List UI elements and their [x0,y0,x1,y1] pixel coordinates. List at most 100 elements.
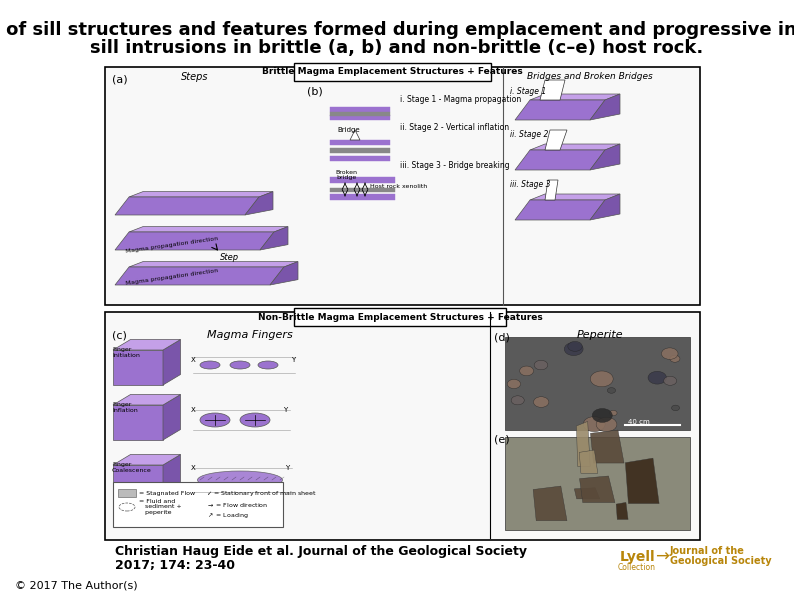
Polygon shape [616,502,628,519]
Ellipse shape [565,343,583,356]
Text: (d): (d) [494,333,510,343]
Text: Overview of sill structures and features formed during emplacement and progressi: Overview of sill structures and features… [0,21,794,39]
FancyBboxPatch shape [294,63,491,81]
Ellipse shape [670,355,680,362]
Ellipse shape [591,371,613,387]
Text: $\rightarrow$ = Flow direction: $\rightarrow$ = Flow direction [206,501,268,509]
Bar [330,148,390,153]
Polygon shape [113,394,180,405]
Polygon shape [533,486,567,521]
Polygon shape [115,267,284,285]
Ellipse shape [230,361,250,369]
Text: i. Stage 1 - Magma propagation: i. Stage 1 - Magma propagation [400,96,521,105]
Ellipse shape [519,366,534,375]
Polygon shape [260,227,288,250]
Bar [505,437,690,530]
Bar [330,188,395,192]
Ellipse shape [648,371,666,384]
Polygon shape [115,197,259,215]
Polygon shape [113,340,180,350]
Ellipse shape [240,413,270,427]
Text: ii. Stage 2: ii. Stage 2 [510,130,549,139]
Polygon shape [530,194,620,200]
Polygon shape [580,450,598,473]
Text: X: X [191,357,195,363]
Polygon shape [515,200,605,220]
Text: Collection: Collection [618,562,656,572]
Text: Peperite: Peperite [576,330,623,340]
Text: $\checkmark$ = Stationary front of main sheet: $\checkmark$ = Stationary front of main … [206,488,317,497]
Ellipse shape [596,417,617,431]
Text: X: X [191,407,195,413]
Polygon shape [129,192,273,197]
Polygon shape [270,262,298,285]
Bar [330,156,390,161]
Polygon shape [163,455,180,500]
Ellipse shape [200,413,230,427]
Polygon shape [530,144,620,150]
Ellipse shape [511,396,524,405]
Text: Host rock xenolith: Host rock xenolith [370,184,427,189]
Ellipse shape [664,376,676,386]
Polygon shape [515,150,605,170]
Text: →: → [655,548,669,566]
Polygon shape [545,130,567,150]
Ellipse shape [672,405,680,411]
Text: Y: Y [291,357,295,363]
Text: $\nearrow$ = Loading: $\nearrow$ = Loading [206,511,249,519]
Text: Finger
Initiation: Finger Initiation [112,347,140,358]
Text: (e): (e) [494,435,510,445]
Polygon shape [113,350,163,385]
Ellipse shape [534,397,549,408]
Ellipse shape [507,380,521,389]
Ellipse shape [198,471,283,489]
Text: Geological Society: Geological Society [670,556,772,566]
Bar [330,140,390,145]
Text: Step: Step [220,252,239,261]
Text: ii. Stage 2 - Vertical inflation: ii. Stage 2 - Vertical inflation [400,123,509,131]
Ellipse shape [661,348,678,359]
Text: (a): (a) [112,75,128,85]
Polygon shape [245,192,273,215]
Polygon shape [545,180,558,200]
Polygon shape [129,227,288,232]
Polygon shape [113,465,163,500]
Text: Christian Haug Eide et al. Journal of the Geological Society: Christian Haug Eide et al. Journal of th… [115,546,527,559]
Polygon shape [163,394,180,440]
Ellipse shape [584,416,605,432]
Bar [105,312,700,540]
Polygon shape [574,488,599,499]
Ellipse shape [610,411,617,416]
Ellipse shape [568,342,582,352]
Bar [118,489,136,497]
Text: Broken
bridge: Broken bridge [335,170,357,180]
Polygon shape [626,458,659,503]
Text: Magma propagation direction: Magma propagation direction [125,236,218,254]
Text: i. Stage 1: i. Stage 1 [510,87,546,96]
Text: iii. Stage 3: iii. Stage 3 [510,180,550,189]
Text: Bridges and Broken Bridges: Bridges and Broken Bridges [527,72,653,81]
Polygon shape [515,100,605,120]
Polygon shape [590,144,620,170]
Ellipse shape [258,361,278,369]
Text: sill intrusions in brittle (a, b) and non-brittle (c–e) host rock.: sill intrusions in brittle (a, b) and no… [91,39,703,57]
Text: 40 cm: 40 cm [628,419,650,425]
Polygon shape [350,130,360,140]
Polygon shape [590,94,620,120]
Text: Non-Brittle Magma Emplacement Structures + Features: Non-Brittle Magma Emplacement Structures… [257,312,542,321]
Ellipse shape [607,387,615,393]
Polygon shape [113,405,163,440]
Text: Magma propagation direction: Magma propagation direction [125,268,218,286]
FancyBboxPatch shape [294,308,506,326]
Bar [330,112,390,116]
Bar [330,107,390,112]
Bar [105,67,700,305]
Bar [330,177,395,183]
Text: Y: Y [285,465,289,471]
Polygon shape [591,430,624,463]
Text: iii. Stage 3 - Bridge breaking: iii. Stage 3 - Bridge breaking [400,161,510,170]
Text: = Fluid and
   sediment +
   peperite: = Fluid and sediment + peperite [139,499,182,515]
Text: (b): (b) [307,87,322,97]
Text: 2017; 174: 23-40: 2017; 174: 23-40 [115,559,235,572]
Polygon shape [530,94,620,100]
